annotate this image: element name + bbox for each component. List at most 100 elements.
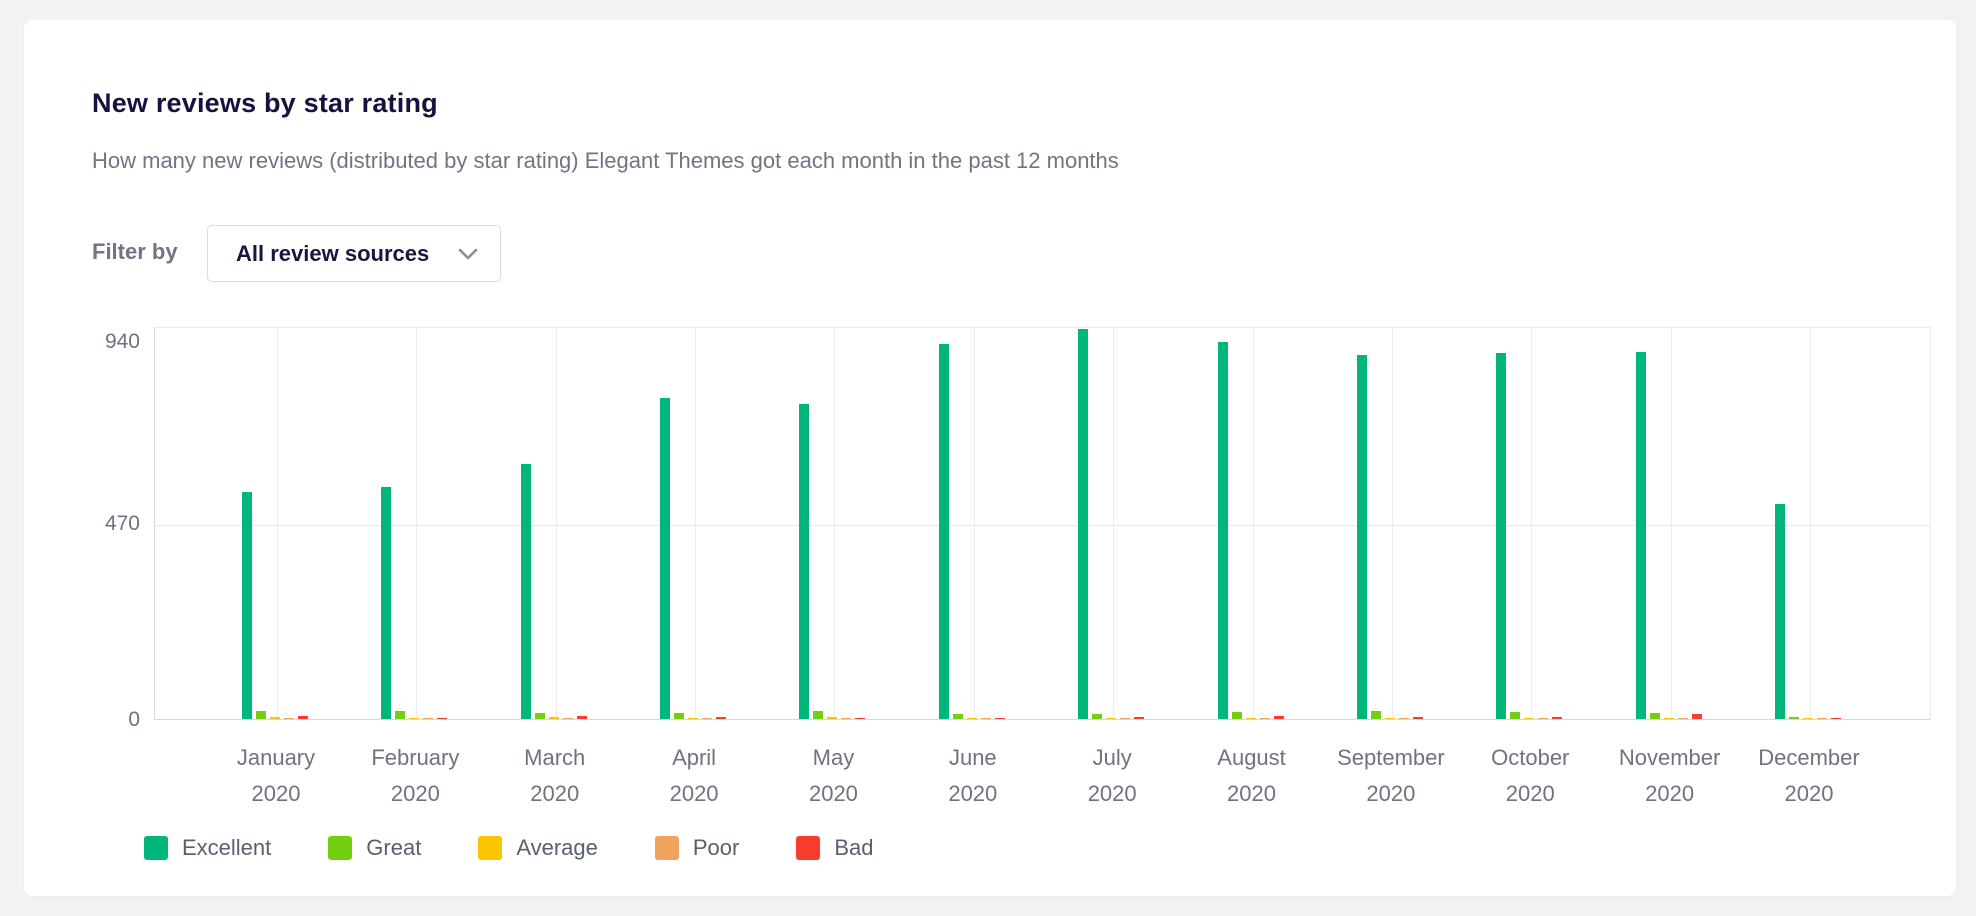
gridline-vertical xyxy=(1810,328,1811,719)
chart-legend: Excellent Great Average Poor Bad xyxy=(144,835,874,861)
bar-average-may-2020 xyxy=(827,717,838,719)
bar-average-december-2020 xyxy=(1803,717,1813,719)
y-axis-tick-label: 0 xyxy=(128,708,140,731)
bar-average-july-2020 xyxy=(1106,717,1117,719)
legend-swatch-poor xyxy=(654,836,679,860)
gridline-vertical xyxy=(695,328,697,719)
legend-item-bad: Bad xyxy=(796,835,874,861)
legend-label: Poor xyxy=(692,835,740,860)
legend-label: Great xyxy=(366,835,422,860)
bar-great-may-2020 xyxy=(813,711,824,719)
bar-great-january-2020 xyxy=(256,710,266,719)
bar-excellent-february-2020 xyxy=(381,487,392,719)
x-axis-label: December 2020 xyxy=(1758,745,1860,806)
bar-poor-august-2020 xyxy=(1259,717,1270,719)
bar-poor-february-2020 xyxy=(423,717,434,719)
bar-great-july-2020 xyxy=(1092,713,1103,719)
bar-average-november-2020 xyxy=(1663,717,1674,719)
bar-bad-september-2020 xyxy=(1412,716,1423,719)
bar-bad-august-2020 xyxy=(1273,716,1284,719)
bar-great-october-2020 xyxy=(1510,712,1521,719)
bar-excellent-march-2020 xyxy=(520,463,531,719)
chevron-down-icon xyxy=(458,248,478,259)
bar-poor-december-2020 xyxy=(1817,717,1827,719)
legend-item-poor: Poor xyxy=(654,835,740,861)
bar-excellent-june-2020 xyxy=(938,343,949,719)
bar-bad-may-2020 xyxy=(855,717,866,719)
y-axis-tick-label: 470 xyxy=(104,511,140,535)
legend-label: Bad xyxy=(834,835,874,860)
bar-poor-october-2020 xyxy=(1538,717,1549,719)
x-axis-label: April 2020 xyxy=(669,745,719,806)
bar-excellent-august-2020 xyxy=(1217,342,1228,719)
bar-excellent-january-2020 xyxy=(242,492,252,719)
legend-item-excellent: Excellent xyxy=(144,835,271,861)
gridline-horizontal xyxy=(155,524,1930,526)
bar-average-august-2020 xyxy=(1245,717,1256,719)
gridline-vertical xyxy=(277,328,278,719)
x-axis-label: March 2020 xyxy=(524,745,586,806)
bar-bad-december-2020 xyxy=(1831,717,1841,719)
gridline-vertical xyxy=(1391,328,1393,719)
bar-excellent-may-2020 xyxy=(799,404,810,719)
x-axis-label: November 2020 xyxy=(1618,745,1721,806)
bar-poor-november-2020 xyxy=(1677,717,1688,719)
bar-poor-april-2020 xyxy=(702,717,713,719)
bar-great-february-2020 xyxy=(395,710,406,719)
legend-item-average: Average xyxy=(478,835,598,861)
bar-bad-june-2020 xyxy=(994,717,1005,719)
x-axis-label: May 2020 xyxy=(808,745,858,806)
page-title: New reviews by star rating xyxy=(92,88,438,118)
bar-poor-march-2020 xyxy=(562,717,573,719)
bar-bad-january-2020 xyxy=(298,716,308,719)
bar-bad-march-2020 xyxy=(576,715,587,719)
bar-average-april-2020 xyxy=(688,717,699,719)
bar-bad-november-2020 xyxy=(1691,713,1702,719)
gridline-vertical xyxy=(1531,328,1533,719)
x-axis-label: January 2020 xyxy=(236,745,316,806)
chart-card: New reviews by star rating How many new … xyxy=(24,20,1956,896)
review-source-selected-value: All review sources xyxy=(236,240,430,266)
plot-area xyxy=(154,327,1931,720)
bar-average-october-2020 xyxy=(1524,717,1535,719)
gridline-vertical xyxy=(1670,328,1672,719)
legend-swatch-average xyxy=(478,836,503,860)
legend-label: Average xyxy=(516,835,598,860)
bar-average-january-2020 xyxy=(270,716,280,719)
gridline-vertical xyxy=(1252,328,1254,719)
filter-by-label: Filter by xyxy=(92,239,178,264)
bar-excellent-april-2020 xyxy=(660,397,671,719)
gridline-vertical xyxy=(973,328,975,719)
gridline-vertical xyxy=(1113,328,1115,719)
bar-great-april-2020 xyxy=(674,712,685,719)
x-axis-label: September 2020 xyxy=(1337,745,1445,806)
bar-average-september-2020 xyxy=(1384,717,1395,719)
bar-great-september-2020 xyxy=(1370,711,1381,719)
bar-poor-june-2020 xyxy=(980,717,991,719)
legend-swatch-excellent xyxy=(144,836,168,860)
x-axis-label: February 2020 xyxy=(371,745,460,806)
bar-poor-september-2020 xyxy=(1398,717,1409,719)
bar-poor-july-2020 xyxy=(1120,717,1131,719)
x-axis-label: August 2020 xyxy=(1217,745,1286,806)
y-axis-tick-label: 940 xyxy=(104,330,140,353)
x-axis-label: October 2020 xyxy=(1491,745,1570,806)
x-axis-label: June 2020 xyxy=(948,745,998,806)
bar-average-march-2020 xyxy=(548,716,559,719)
bar-great-august-2020 xyxy=(1231,712,1242,719)
bar-poor-january-2020 xyxy=(284,717,294,719)
bar-excellent-november-2020 xyxy=(1635,352,1646,719)
legend-swatch-great xyxy=(328,836,353,860)
review-source-dropdown[interactable]: All review sources xyxy=(207,225,501,282)
legend-item-great: Great xyxy=(328,835,421,861)
gridline-vertical xyxy=(834,328,836,719)
bar-excellent-july-2020 xyxy=(1078,329,1089,719)
bar-great-november-2020 xyxy=(1649,713,1660,719)
gridline-vertical xyxy=(555,328,557,719)
bar-great-december-2020 xyxy=(1789,716,1799,719)
bar-average-june-2020 xyxy=(966,717,977,719)
chart-subtitle: How many new reviews (distributed by sta… xyxy=(92,148,1119,173)
bar-average-february-2020 xyxy=(409,717,420,719)
bar-great-march-2020 xyxy=(534,712,545,719)
x-axis-label: July 2020 xyxy=(1087,745,1137,806)
